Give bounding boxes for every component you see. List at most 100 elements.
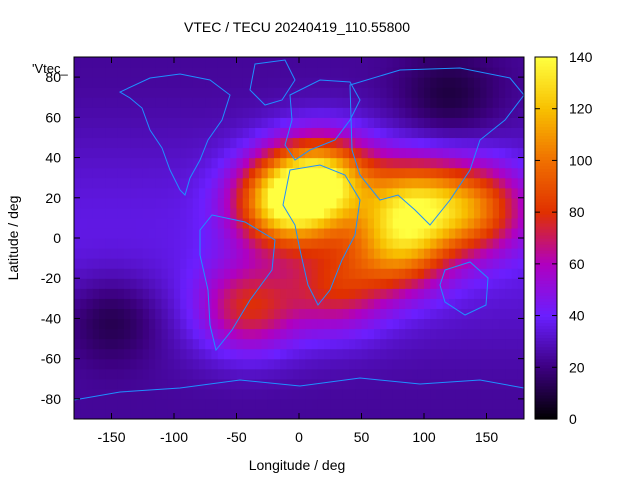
heat-cell	[192, 358, 200, 370]
heat-cell	[117, 157, 125, 169]
heat-cell	[499, 217, 506, 229]
heat-cell	[230, 348, 238, 360]
south-america-outline	[199, 214, 276, 352]
heat-cell	[349, 398, 356, 410]
heat-cell	[442, 207, 450, 219]
heat-cell	[242, 318, 250, 330]
colorbar-step	[535, 72, 557, 76]
heat-cell	[317, 308, 325, 320]
heat-cell	[280, 137, 288, 149]
heat-cell	[386, 308, 394, 320]
heat-cell	[267, 127, 275, 139]
heat-cell	[105, 107, 113, 118]
heat-cell	[492, 288, 500, 299]
heat-cell	[405, 328, 413, 340]
colorbar-step	[535, 159, 557, 164]
heat-cell	[405, 368, 413, 380]
heat-cell	[199, 248, 206, 259]
heat-cell	[492, 388, 500, 400]
x-tick-label: 50	[354, 429, 370, 445]
heat-cell	[105, 288, 113, 299]
heat-cell	[299, 358, 306, 370]
heat-cell	[74, 137, 81, 149]
heat-cell	[211, 227, 219, 239]
heat-cell	[399, 87, 406, 98]
heat-cell	[255, 358, 263, 370]
heat-cell	[199, 97, 206, 108]
heat-cell	[311, 127, 319, 139]
heat-cell	[392, 288, 400, 299]
heat-cell	[361, 328, 369, 340]
heat-cell	[92, 57, 100, 68]
colorbar-step	[535, 349, 557, 354]
heat-cell	[467, 278, 475, 289]
heat-cell	[480, 137, 488, 149]
heat-cell	[517, 97, 524, 108]
heat-cell	[480, 167, 488, 179]
heat-cell	[411, 338, 419, 350]
heat-cell	[161, 177, 169, 189]
heat-cell	[86, 117, 94, 128]
heat-cell	[142, 117, 150, 128]
heat-cell	[324, 57, 331, 68]
heat-cell	[330, 77, 338, 88]
heat-cell	[286, 308, 294, 320]
heat-cell	[405, 77, 413, 88]
heat-cell	[99, 398, 106, 410]
heat-cell	[286, 328, 294, 340]
heat-cell	[236, 57, 244, 68]
heat-cell	[280, 127, 288, 139]
colorbar-step	[535, 225, 557, 230]
heat-cell	[386, 328, 394, 340]
heat-cell	[111, 87, 119, 98]
heat-cell	[405, 97, 413, 108]
heat-cell	[180, 298, 188, 309]
heat-cell	[311, 308, 319, 320]
heat-cell	[411, 177, 419, 189]
heat-cell	[317, 87, 325, 98]
heat-cell	[436, 238, 444, 249]
heat-cell	[492, 117, 500, 128]
heat-cell	[399, 197, 406, 209]
heat-cell	[261, 248, 269, 259]
heat-cell	[80, 117, 88, 128]
colorbar-step	[535, 84, 557, 88]
heat-cell	[405, 177, 413, 189]
heat-cell	[411, 107, 419, 118]
heat-cell	[380, 308, 388, 320]
heat-cell	[230, 207, 238, 219]
heat-cell	[517, 207, 524, 219]
heat-cell	[130, 217, 138, 229]
heat-cell	[486, 368, 494, 380]
heat-cell	[311, 268, 319, 279]
colorbar-step	[535, 301, 557, 305]
heat-cell	[336, 298, 344, 309]
heat-cell	[455, 358, 463, 370]
heat-cell	[274, 268, 281, 279]
heat-cell	[461, 368, 469, 380]
heat-cell	[305, 167, 313, 179]
heat-cell	[155, 368, 163, 380]
heat-cell	[99, 248, 106, 259]
heat-cell	[455, 328, 463, 340]
heat-cell	[461, 328, 469, 340]
heat-cell	[367, 398, 375, 410]
heat-cell	[442, 97, 450, 108]
heat-cell	[80, 318, 88, 330]
heat-cell	[461, 398, 469, 410]
colorbar-step	[535, 337, 557, 342]
heat-cell	[324, 298, 331, 309]
heat-cell	[124, 187, 131, 199]
heat-cell	[161, 97, 169, 108]
heat-cell	[280, 97, 288, 108]
colorbar-step	[535, 90, 557, 94]
heat-cell	[249, 268, 256, 279]
heat-cell	[74, 127, 81, 139]
heat-cell	[117, 328, 125, 340]
heat-cell	[380, 157, 388, 169]
heat-cell	[380, 227, 388, 239]
heat-cell	[180, 278, 188, 289]
heat-cell	[299, 167, 306, 179]
heat-cell	[155, 107, 163, 118]
heat-cell	[374, 227, 381, 239]
